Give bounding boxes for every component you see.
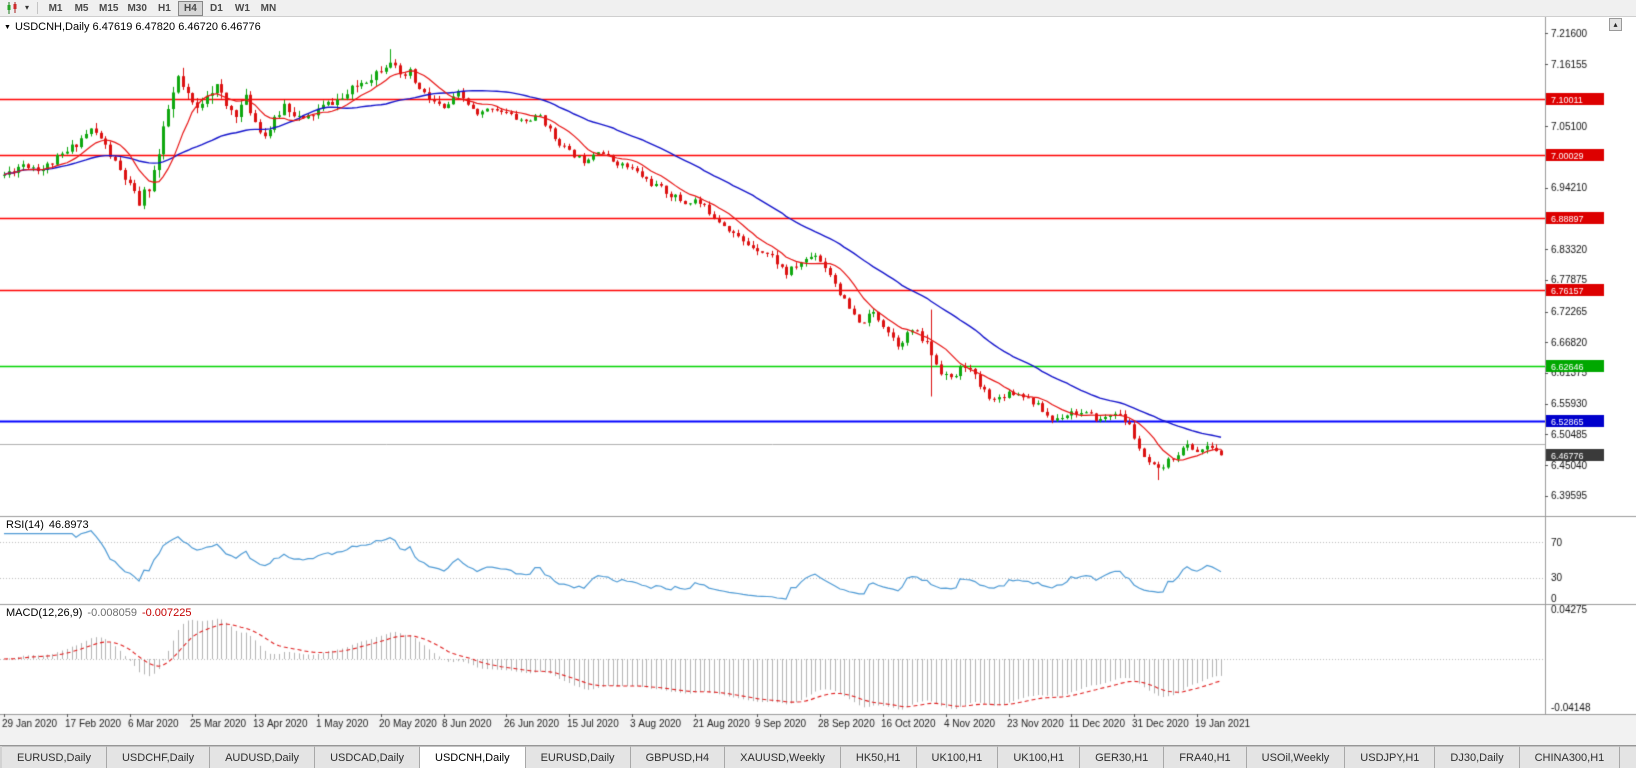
- tab-audusd-daily[interactable]: AUDUSD,Daily: [210, 746, 316, 768]
- tab-usdchf-daily[interactable]: USDCHF,Daily: [106, 746, 211, 768]
- macd-indicator-label: MACD(12,26,9) -0.008059 -0.007225: [6, 607, 192, 619]
- timeframe-button-m5[interactable]: M5: [74, 2, 89, 14]
- tab-china300-h1[interactable]: CHINA300,H1: [1519, 746, 1621, 768]
- tab-u[interactable]: U: [1620, 746, 1636, 768]
- tab-dj30-daily[interactable]: DJ30,Daily: [1435, 746, 1520, 768]
- tab-hk50-h1[interactable]: HK50,H1: [840, 746, 917, 768]
- timeframe-button-m30[interactable]: M30: [127, 2, 147, 14]
- timeframe-button-h4[interactable]: H4: [177, 0, 203, 16]
- tab-eurusd-daily[interactable]: EURUSD,Daily: [525, 746, 631, 768]
- top-toolbar: ▾ M1 M5 M15 M30 H1 H4 D1 W1 MN: [0, 0, 1636, 17]
- rsi-name: RSI(14): [6, 519, 44, 531]
- timeframe-button-d1[interactable]: D1: [210, 2, 223, 14]
- chart-tab-bar: EURUSD,Daily USDCHF,Daily AUDUSD,Daily USDC…: [0, 745, 1636, 768]
- tab-usoil-weekly[interactable]: USOil,Weekly: [1246, 746, 1346, 768]
- tab-uk100-h1[interactable]: UK100,H1: [916, 746, 999, 768]
- chart-type-button[interactable]: [3, 1, 22, 16]
- triangle-up-icon: ▴: [1613, 20, 1618, 29]
- chart-ohlc-title: ▼ USDCNH,Daily 6.47619 6.47820 6.46720 6…: [4, 21, 261, 33]
- scroll-to-latest-button[interactable]: ▴: [1609, 18, 1622, 31]
- chart-type-dropdown-button[interactable]: ▾: [22, 1, 32, 16]
- rsi-value: 46.8973: [48, 519, 89, 531]
- tab-eurusd-daily[interactable]: EURUSD,Daily: [2, 746, 107, 768]
- symbol-ohlc-text: USDCNH,Daily 6.47619 6.47820 6.46720 6.4…: [14, 21, 261, 33]
- tab-uk100-h1[interactable]: UK100,H1: [998, 746, 1081, 768]
- tab-usdcnh-daily[interactable]: USDCNH,Daily: [420, 746, 526, 768]
- tab-usdcad-daily[interactable]: USDCAD,Daily: [315, 746, 421, 768]
- timeframe-button-h1[interactable]: H1: [158, 2, 171, 14]
- tab-usdjpy-h1[interactable]: USDJPY,H1: [1345, 746, 1436, 768]
- tab-gbpusd-h4[interactable]: GBPUSD,H4: [630, 746, 726, 768]
- tab-fra40-h1[interactable]: FRA40,H1: [1164, 746, 1247, 768]
- macd-name: MACD(12,26,9): [6, 607, 83, 619]
- tab-xauusd-weekly[interactable]: XAUUSD,Weekly: [725, 746, 841, 768]
- symbol-triangle-icon: ▼: [4, 23, 11, 31]
- macd-signal-value: -0.007225: [141, 607, 192, 619]
- timeframe-button-m15[interactable]: M15: [99, 2, 119, 14]
- timeframe-button-mn[interactable]: MN: [260, 2, 277, 14]
- toolbar-separator: [37, 2, 39, 14]
- chevron-down-icon: ▾: [25, 3, 30, 12]
- macd-main-value: -0.008059: [87, 607, 137, 619]
- candlestick-chart-icon: [7, 2, 17, 14]
- timeframe-button-m1[interactable]: M1: [48, 2, 63, 14]
- timeframe-button-w1[interactable]: W1: [234, 2, 250, 14]
- rsi-indicator-label: RSI(14) 46.8973: [6, 519, 89, 531]
- price-chart-canvas[interactable]: [0, 17, 1636, 745]
- tab-ger30-h1[interactable]: GER30,H1: [1080, 746, 1165, 768]
- timeframe-button-group: M1 M5 M15 M30 H1 H4 D1 W1 MN: [43, 0, 281, 16]
- chart-area: ▼ USDCNH,Daily 6.47619 6.47820 6.46720 6…: [0, 17, 1636, 745]
